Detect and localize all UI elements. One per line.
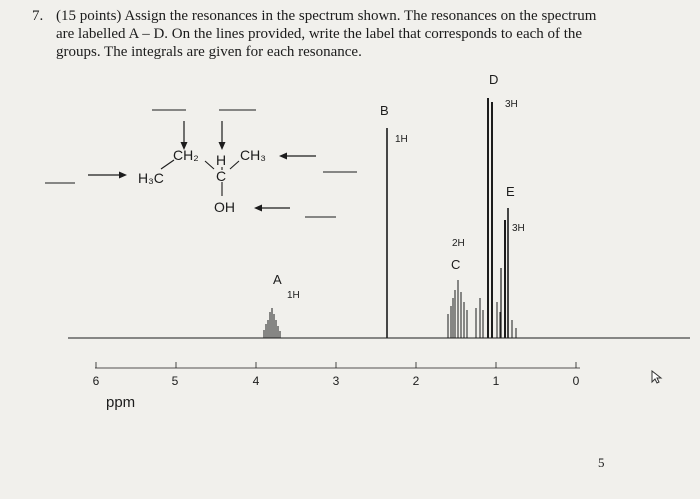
integral-d: 3H [505, 99, 518, 110]
arrowhead-ch2 [180, 142, 188, 150]
tick-label-1: 1 [493, 374, 500, 388]
integral-b: 1H [395, 134, 408, 145]
bond-ch2-c [204, 160, 215, 170]
tick-label-2: 2 [413, 374, 420, 388]
bond-h3c-ch2 [160, 159, 175, 170]
peak-label-d: D [489, 72, 498, 87]
arrowhead-right-ch3 [279, 152, 287, 160]
tick-label-4: 4 [253, 374, 260, 388]
integral-c: 2H [452, 238, 465, 249]
tick-label-3: 3 [333, 374, 340, 388]
mouse-cursor-icon [651, 369, 663, 389]
tick-label-0: 0 [573, 374, 580, 388]
integral-a: 1H [287, 290, 300, 301]
left-methyl-label: H₃C [138, 170, 164, 186]
tick-label-6: 6 [93, 374, 100, 388]
h-label: H [216, 152, 226, 168]
arrowhead-oh [254, 204, 262, 212]
c-label: C [216, 168, 226, 184]
peak-label-a: A [273, 272, 282, 287]
arrowhead-left-ch3 [119, 171, 127, 179]
oh-label: OH [214, 199, 235, 215]
question-number: 7. [32, 8, 44, 24]
page-number: 5 [598, 455, 605, 470]
peak-label-b: B [380, 103, 389, 118]
integral-e: 3H [512, 223, 525, 234]
ppm-unit-label: ppm [106, 394, 135, 411]
ch2-label: CH₂ [173, 147, 199, 163]
question-text-line-3: groups. The integrals are given for each… [56, 44, 362, 60]
question-text-line-1: (15 points) Assign the resonances in the… [56, 8, 597, 24]
peak-label-c: C [451, 257, 460, 272]
arrowhead-ch [218, 142, 226, 150]
question-text-line-2: are labelled A – D. On the lines provide… [56, 26, 583, 42]
tick-label-5: 5 [172, 374, 179, 388]
ch3-label: CH₃ [240, 147, 266, 163]
bond-c-ch3 [229, 160, 240, 170]
peak-label-e: E [506, 184, 515, 199]
